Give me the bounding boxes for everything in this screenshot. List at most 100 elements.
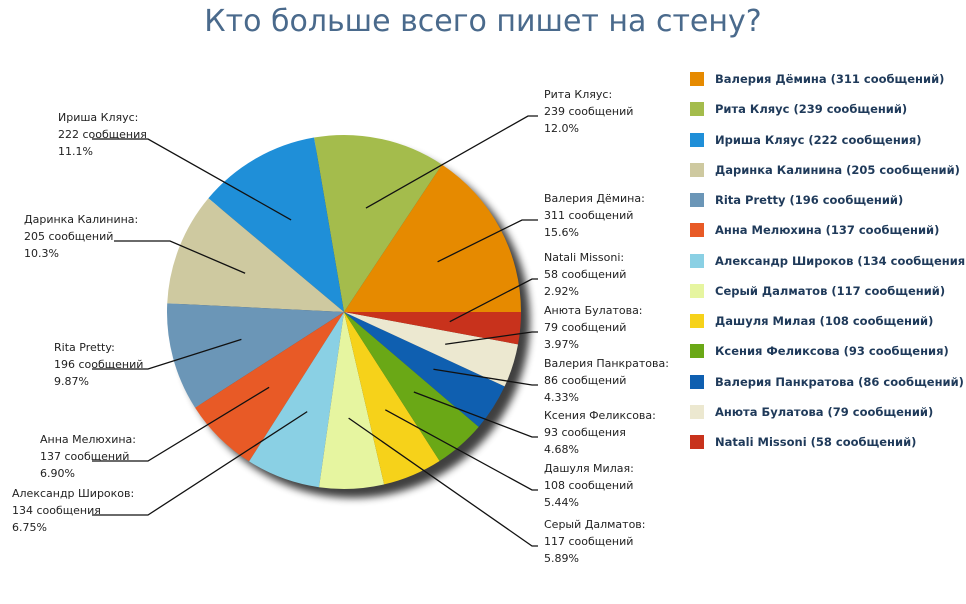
- slice-label-name-12: Анюта Булатова:: [544, 304, 643, 317]
- legend-item-4: Даринка Калинина (205 сообщений): [690, 155, 966, 185]
- slice-label-count-2: 239 сообщений: [544, 105, 633, 118]
- leader-line-6: [92, 386, 270, 462]
- legend-swatch: [690, 344, 704, 359]
- slice-label-count-9: 108 сообщений: [544, 479, 633, 492]
- legend-label: Анюта Булатова (79 сообщений): [715, 404, 934, 419]
- legend-swatch: [690, 162, 704, 177]
- slice-label-percent-4: 10.3%: [24, 247, 59, 260]
- legend-label: Валерия Дёмина (311 сообщений): [715, 72, 945, 87]
- slice-label-name-10: Ксения Феликсова:: [544, 409, 656, 422]
- slice-label-name-7: Александр Широков:: [12, 487, 134, 500]
- legend-item-9: Дашуля Милая (108 сообщений): [690, 306, 966, 336]
- slice-label-count-7: 134 сообщения: [12, 504, 101, 517]
- legend-swatch: [690, 193, 704, 208]
- slice-label-percent-3: 11.1%: [58, 145, 93, 158]
- leader-line-13: [449, 278, 538, 323]
- legend-item-8: Серый Далматов (117 сообщений): [690, 276, 966, 306]
- pie-slice-10: [344, 312, 479, 461]
- pie-slice-13: [344, 312, 521, 345]
- slice-label-name-2: Рита Кляус:: [544, 88, 612, 101]
- legend-swatch: [690, 132, 704, 147]
- slice-label-count-4: 205 сообщений: [24, 230, 113, 243]
- chart-title: Кто больше всего пишет на стену?: [204, 4, 762, 39]
- slice-label-percent-11: 4.33%: [544, 391, 579, 404]
- legend-swatch: [690, 314, 704, 329]
- legend-label: Ксения Феликсова (93 сообщения): [715, 344, 949, 359]
- legend-swatch: [690, 72, 704, 87]
- legend-swatch: [690, 435, 704, 450]
- slice-label-count-13: 58 сообщений: [544, 268, 626, 281]
- legend-item-11: Валерия Панкратова (86 сообщений): [690, 367, 966, 397]
- legend-label: Александр Широков (134 сообщения): [715, 253, 966, 268]
- legend-label: Rita Pretty (196 сообщений): [715, 193, 904, 208]
- legend-item-12: Анюта Булатова (79 сообщений): [690, 397, 966, 427]
- legend-item-1: Валерия Дёмина (311 сообщений): [690, 64, 966, 94]
- legend-swatch: [690, 253, 704, 268]
- legend-label: Дашуля Милая (108 сообщений): [715, 314, 934, 329]
- slice-label-count-6: 137 сообщений: [40, 450, 129, 463]
- legend-item-13: Natali Missoni (58 сообщений): [690, 427, 966, 457]
- slice-label-count-1: 311 сообщений: [544, 209, 633, 222]
- leader-line-4: [114, 240, 246, 274]
- leader-line-10: [413, 391, 538, 438]
- leader-line-3: [92, 138, 292, 221]
- leader-line-5: [92, 338, 242, 370]
- pie-slice-5: [166, 303, 344, 408]
- slice-label-name-13: Natali Missoni:: [544, 251, 624, 264]
- pie-slice-2: [314, 135, 442, 312]
- legend-item-2: Рита Кляус (239 сообщений): [690, 94, 966, 124]
- slice-label-name-3: Ириша Кляус:: [58, 111, 138, 124]
- slice-label-count-12: 79 сообщений: [544, 321, 626, 334]
- slice-label-percent-7: 6.75%: [12, 521, 47, 534]
- slice-label-name-1: Валерия Дёмина:: [544, 192, 645, 205]
- leader-line-1: [437, 219, 538, 263]
- slice-label-count-8: 117 сообщений: [544, 535, 633, 548]
- pie-slice-1: [344, 164, 521, 312]
- slice-label-percent-2: 12.0%: [544, 122, 579, 135]
- slice-label-percent-13: 2.92%: [544, 285, 579, 298]
- legend-label: Даринка Калинина (205 сообщений): [715, 162, 960, 177]
- pie-slice-4: [167, 198, 344, 312]
- slice-label-percent-9: 5.44%: [544, 496, 579, 509]
- legend-swatch: [690, 102, 704, 117]
- legend-label: Natali Missoni (58 сообщений): [715, 435, 917, 450]
- legend-swatch: [690, 283, 704, 298]
- slice-label-count-10: 93 сообщения: [544, 426, 626, 439]
- leader-line-2: [365, 115, 538, 209]
- slice-label-name-4: Даринка Калинина:: [24, 213, 138, 226]
- legend-swatch: [690, 374, 704, 389]
- pie-slice-11: [344, 312, 505, 427]
- legend-item-3: Ириша Кляус (222 сообщения): [690, 125, 966, 155]
- slice-label-count-3: 222 сообщения: [58, 128, 147, 141]
- slice-label-name-5: Rita Pretty:: [54, 341, 115, 354]
- slice-label-percent-10: 4.68%: [544, 443, 579, 456]
- slice-label-percent-12: 3.97%: [544, 338, 579, 351]
- pie-slice-12: [344, 312, 519, 387]
- pie-slice-7: [249, 312, 344, 488]
- legend-label: Рита Кляус (239 сообщений): [715, 102, 908, 117]
- legend-label: Анна Мелюхина (137 сообщений): [715, 223, 940, 238]
- legend-label: Серый Далматов (117 сообщений): [715, 283, 946, 298]
- pie-chart: Валерия Дёмина: 311 сообщений 15.6% Рита Кл…: [12, 88, 669, 565]
- leader-line-9: [385, 409, 538, 491]
- slice-label-percent-6: 6.90%: [40, 467, 75, 480]
- slice-label-count-5: 196 сообщений: [54, 358, 143, 371]
- pie-slice-9: [344, 312, 440, 485]
- slice-label-name-9: Дашуля Милая:: [544, 462, 634, 475]
- slice-label-percent-5: 9.87%: [54, 375, 89, 388]
- leader-line-8: [348, 417, 538, 547]
- slice-label-percent-8: 5.89%: [544, 552, 579, 565]
- slice-label-name-11: Валерия Панкратова:: [544, 357, 669, 370]
- leader-line-7: [92, 411, 308, 516]
- leader-line-12: [445, 331, 538, 345]
- slice-label-percent-1: 15.6%: [544, 226, 579, 239]
- legend-label: Ириша Кляус (222 сообщения): [715, 132, 922, 147]
- legend-swatch: [690, 404, 704, 419]
- legend-item-6: Анна Мелюхина (137 сообщений): [690, 215, 966, 245]
- chart-legend: Валерия Дёмина (311 сообщений) Рита Кляус…: [690, 64, 966, 457]
- legend-label: Валерия Панкратова (86 сообщений): [715, 374, 964, 389]
- legend-item-7: Александр Широков (134 сообщения): [690, 246, 966, 276]
- legend-swatch: [690, 223, 704, 238]
- slice-label-count-11: 86 сообщений: [544, 374, 626, 387]
- pie-slice-3: [208, 137, 344, 312]
